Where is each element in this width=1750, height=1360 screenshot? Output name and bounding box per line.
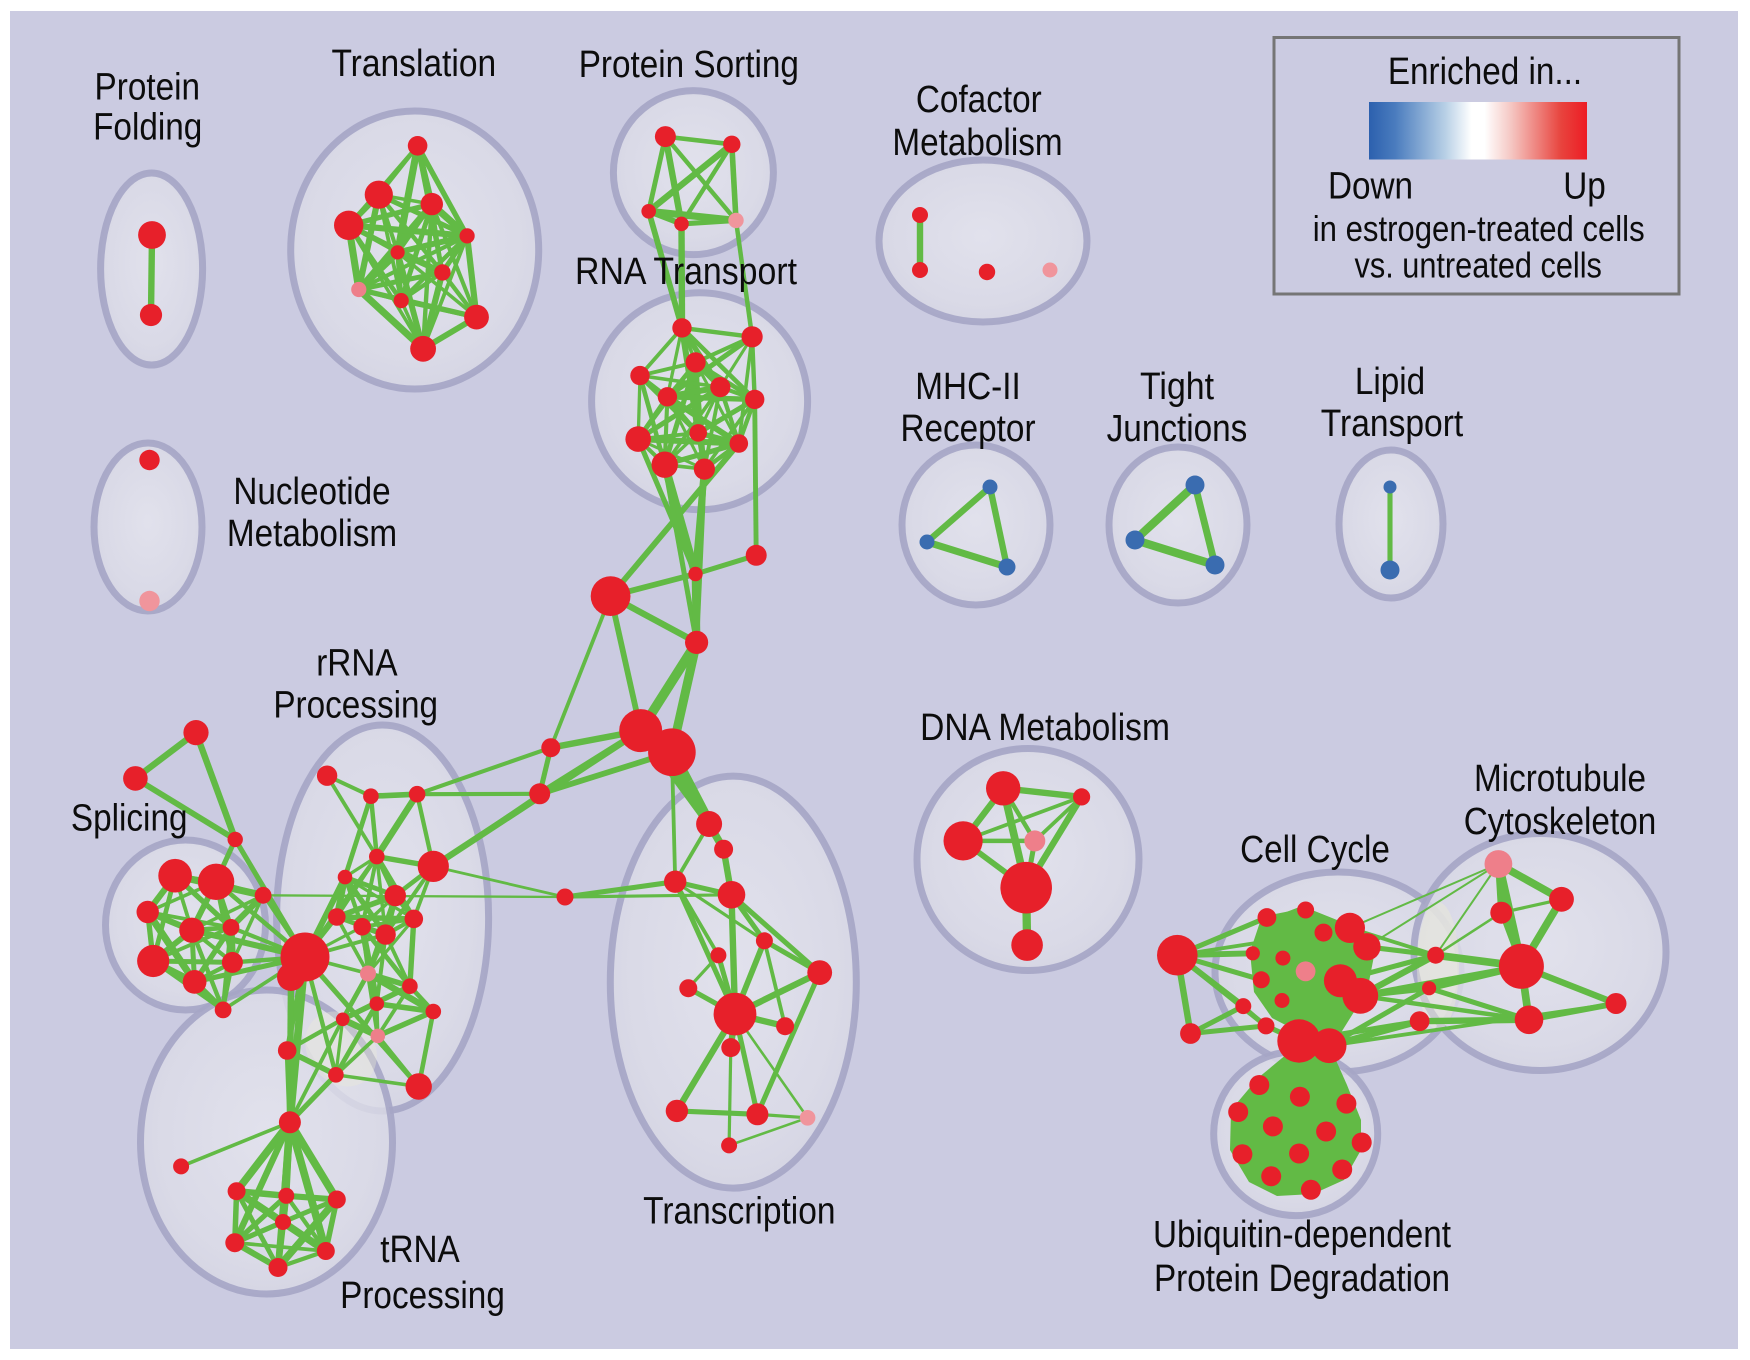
svg-text:Processing: Processing — [273, 684, 438, 726]
svg-text:Protein Degradation: Protein Degradation — [1154, 1258, 1450, 1300]
svg-text:rRNA: rRNA — [316, 643, 398, 685]
svg-text:Cofactor: Cofactor — [916, 79, 1042, 121]
svg-text:Down: Down — [1328, 166, 1413, 208]
svg-text:Ubiquitin-dependent: Ubiquitin-dependent — [1153, 1214, 1451, 1256]
svg-text:Protein: Protein — [95, 66, 201, 108]
svg-text:Lipid: Lipid — [1355, 361, 1425, 403]
svg-text:Transcription: Transcription — [643, 1191, 835, 1233]
svg-text:Metabolism: Metabolism — [892, 122, 1062, 164]
svg-text:Receptor: Receptor — [900, 408, 1035, 450]
svg-text:Nucleotide: Nucleotide — [233, 471, 390, 513]
svg-text:Tight: Tight — [1140, 366, 1214, 408]
svg-text:Metabolism: Metabolism — [227, 513, 397, 555]
svg-text:Up: Up — [1563, 166, 1606, 208]
svg-text:in estrogen-treated cells: in estrogen-treated cells — [1313, 208, 1645, 249]
svg-text:Translation: Translation — [331, 43, 496, 85]
svg-text:Microtubule: Microtubule — [1474, 758, 1646, 800]
svg-text:RNA Transport: RNA Transport — [575, 251, 797, 293]
svg-text:Transport: Transport — [1321, 403, 1464, 445]
svg-text:MHC-II: MHC-II — [915, 366, 1020, 408]
svg-text:Enriched in...: Enriched in... — [1388, 51, 1582, 93]
svg-text:vs. untreated cells: vs. untreated cells — [1355, 245, 1602, 286]
svg-text:Junctions: Junctions — [1107, 408, 1248, 450]
svg-text:Protein Sorting: Protein Sorting — [579, 44, 799, 86]
svg-text:Splicing: Splicing — [71, 797, 188, 839]
svg-text:Processing: Processing — [340, 1275, 505, 1317]
svg-text:Cell Cycle: Cell Cycle — [1240, 829, 1390, 871]
svg-text:Folding: Folding — [93, 107, 202, 149]
svg-text:DNA Metabolism: DNA Metabolism — [920, 707, 1170, 749]
svg-text:tRNA: tRNA — [380, 1229, 460, 1271]
svg-text:Cytoskeleton: Cytoskeleton — [1464, 801, 1657, 843]
